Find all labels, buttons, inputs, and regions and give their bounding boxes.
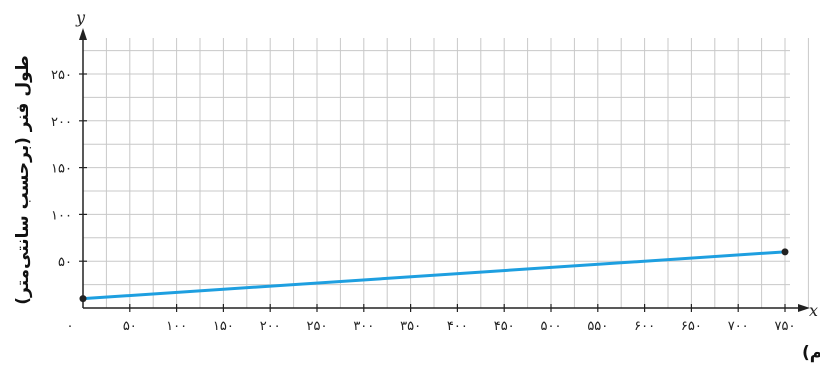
x-tick-label: ۷۵۰ <box>775 319 796 334</box>
data-point <box>79 295 87 303</box>
series-layer <box>79 248 789 303</box>
x-tick-label: ۵۰۰ <box>541 319 562 334</box>
y-axis-title: طول فنر (برحسب سانتی‌متر) <box>13 55 33 305</box>
x-tick-label: ۲۵۰ <box>307 319 328 334</box>
x-tick-label: ۶۵۰ <box>681 319 702 334</box>
y-tick-label: ۵۰ <box>58 255 72 270</box>
data-point <box>781 248 789 256</box>
x-tick-label: ۷۰۰ <box>728 319 749 334</box>
x-axis-letter: x <box>809 301 818 320</box>
x-tick-label: ۳۰۰ <box>353 319 374 334</box>
x-tick-label: ۱۰۰ <box>166 319 187 334</box>
y-axis-arrow <box>79 28 87 40</box>
axes <box>79 28 810 312</box>
x-tick-label: ۶۰۰ <box>634 319 655 334</box>
y-tick-label: ۲۵۰ <box>51 68 72 83</box>
y-tick-label: ۲۰۰ <box>51 115 72 130</box>
x-tick-label: ۲۰۰ <box>260 319 281 334</box>
x-tick-labels: ۰ ۵۰ ۱۰۰ ۱۵۰ ۲۰۰ ۲۵۰ ۳۰۰ ۳۵۰ ۴۰۰ ۴۵۰ ۵۰۰ ۵۵۰ ۶۰۰ ۶۵۰ ۷… <box>67 304 796 334</box>
x-tick-label: ۴۰۰ <box>447 319 468 334</box>
x-tick-label: ۵۵۰ <box>587 319 608 334</box>
x-tick-label: ۵۰ <box>123 319 137 334</box>
x-axis-title: جرم وزنه (برحسب گرم) <box>802 342 820 363</box>
y-tick-label: ۱۵۰ <box>51 162 72 177</box>
grid <box>83 38 809 308</box>
x-tick-label: ۱۵۰ <box>213 319 234 334</box>
x-tick-label: ۳۵۰ <box>400 319 421 334</box>
x-tick-label: ۰ <box>67 319 74 334</box>
series-line <box>81 250 787 301</box>
y-tick-labels: ۵۰ ۱۰۰ ۱۵۰ ۲۰۰ ۲۵۰ <box>51 68 87 270</box>
x-axis-arrow <box>798 304 810 312</box>
y-axis-letter: y <box>75 8 86 27</box>
x-tick-label: ۴۵۰ <box>494 319 515 334</box>
y-tick-label: ۱۰۰ <box>51 208 72 223</box>
